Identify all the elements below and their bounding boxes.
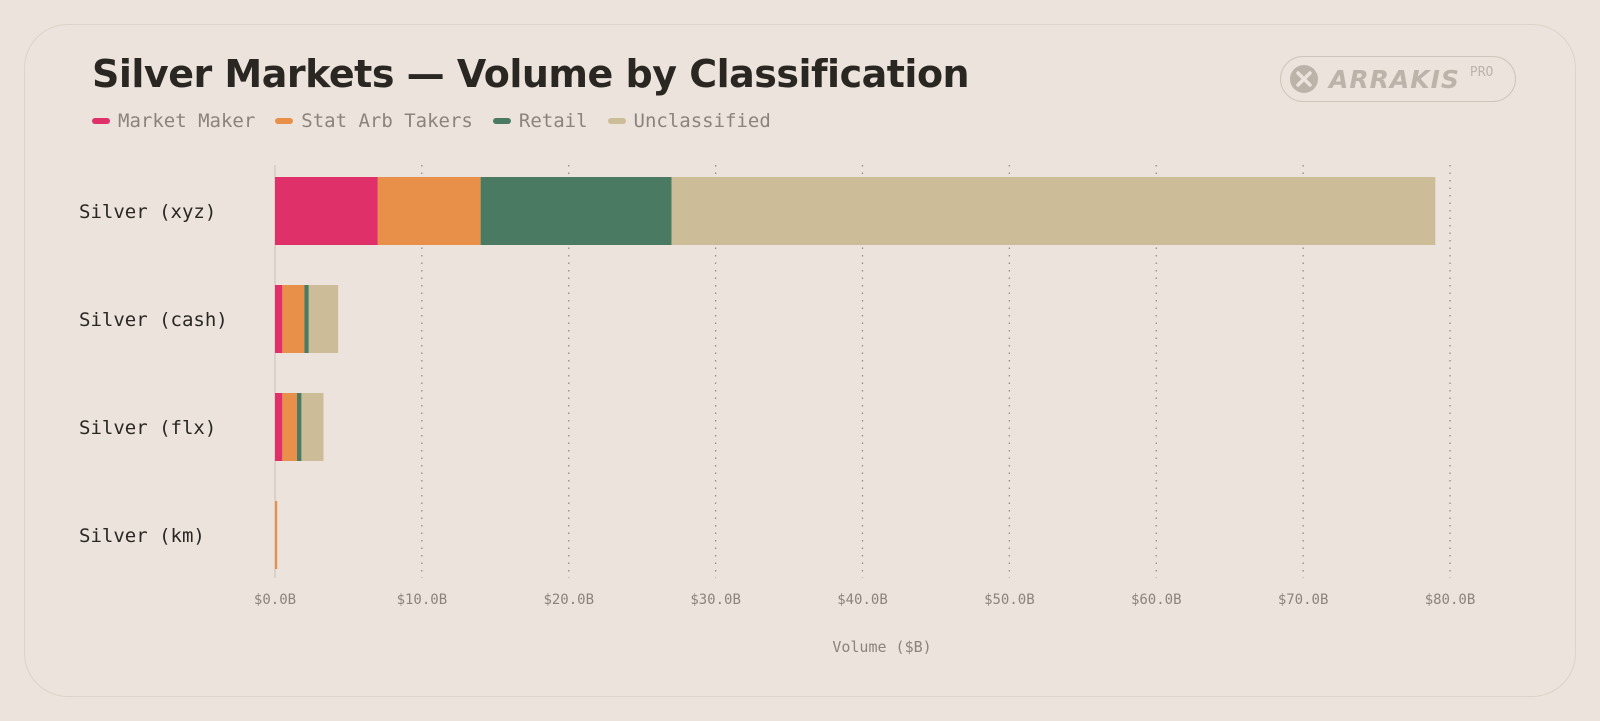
legend-item-unclassified[interactable]: Unclassified — [607, 110, 771, 132]
bar-segment-market-maker[interactable] — [275, 285, 283, 353]
legend-label: Retail — [518, 110, 588, 132]
category-label: Silver (flx) — [79, 417, 216, 439]
category-labels: Silver (xyz) Silver (cash) Silver (flx) Sil… — [79, 201, 228, 547]
chart-title: Silver Markets — Volume by Classificatio… — [92, 52, 970, 96]
chart-card — [24, 24, 1576, 697]
x-tick-label: $50.0B — [984, 592, 1035, 608]
legend-swatch — [275, 118, 294, 124]
category-label: Silver (km) — [79, 525, 205, 547]
bar-segment-market-maker[interactable] — [275, 177, 378, 245]
x-tick-label: $60.0B — [1131, 592, 1182, 608]
x-tick-label: $30.0B — [690, 592, 741, 608]
bar-segment-retail[interactable] — [297, 393, 302, 461]
brand-tier: PRO — [1469, 64, 1494, 80]
bar-segment-unclassified[interactable] — [301, 393, 324, 461]
bar-segment-stat-arb-takers[interactable] — [282, 393, 298, 461]
legend-item-market-maker[interactable]: Market Maker — [92, 110, 255, 132]
legend-swatch — [92, 118, 110, 124]
brand-name: ARRAKIS — [1329, 64, 1460, 94]
legend-swatch — [492, 118, 511, 124]
x-tick-label: $0.0B — [254, 592, 296, 608]
bar-segment-stat-arb-takers[interactable] — [377, 177, 481, 245]
x-tick-label: $70.0B — [1278, 592, 1329, 608]
x-axis-title: Volume ($B) — [832, 638, 931, 656]
x-tick-labels: $0.0B $10.0B $20.0B $30.0B $40.0B $50.0B $60.0… — [254, 592, 1475, 608]
legend-item-retail[interactable]: Retail — [492, 110, 588, 132]
brand-badge: ARRAKIS PRO — [1280, 56, 1516, 102]
legend-label: Market Maker — [118, 110, 256, 132]
legend-label: Unclassified — [633, 110, 771, 132]
category-label: Silver (xyz) — [79, 201, 216, 223]
legend-item-stat-arb-takers[interactable]: Stat Arb Takers — [275, 110, 473, 132]
bar-segment-stat-arb-takers[interactable] — [282, 285, 305, 353]
x-tick-label: $20.0B — [543, 592, 594, 608]
x-tick-label: $10.0B — [397, 592, 448, 608]
bar-segment-retail[interactable] — [304, 285, 309, 353]
chart-legend: Market Maker Stat Arb Takers Retail Uncl… — [92, 110, 771, 132]
x-tick-label: $80.0B — [1425, 592, 1476, 608]
legend-swatch — [607, 118, 626, 124]
bar-segment-market-maker[interactable] — [275, 393, 283, 461]
x-tick-label: $40.0B — [837, 592, 888, 608]
bar-segment-unclassified[interactable] — [671, 177, 1436, 245]
bar-segment-retail[interactable] — [480, 177, 672, 245]
category-label: Silver (cash) — [79, 309, 228, 331]
legend-label: Stat Arb Takers — [301, 110, 473, 132]
x-circle-icon — [1290, 65, 1318, 93]
bar-stacks — [275, 177, 1436, 569]
bar-segment-unclassified[interactable] — [308, 285, 339, 353]
bar-segment-stat-arb-takers[interactable] — [275, 501, 278, 569]
